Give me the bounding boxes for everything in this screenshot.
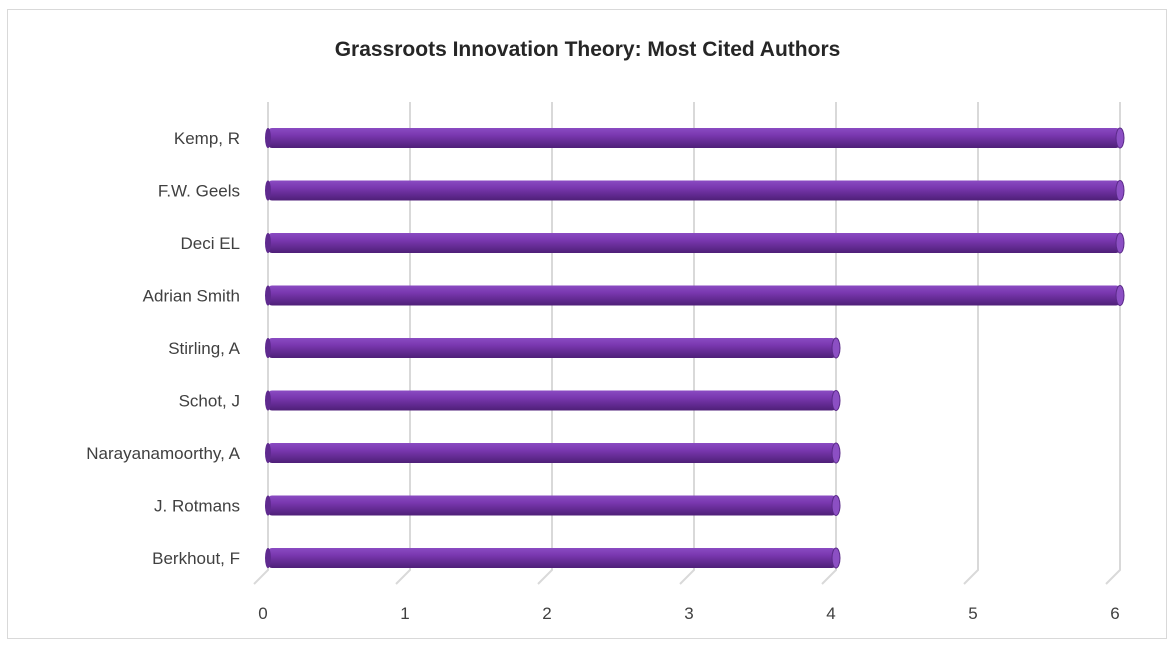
- x-tick-label-2: 2: [542, 604, 551, 623]
- gridline-2: [537, 102, 553, 585]
- category-label-3: Adrian Smith: [143, 287, 240, 306]
- x-tick-label-4: 4: [826, 604, 835, 623]
- bar-5: [265, 390, 841, 411]
- x-tick-label-3: 3: [684, 604, 693, 623]
- bar-8: [265, 547, 841, 569]
- x-tick-label-5: 5: [968, 604, 977, 623]
- bar-3: [265, 285, 1125, 306]
- x-tick-label-1: 1: [400, 604, 409, 623]
- chart-title: Grassroots Innovation Theory: Most Cited…: [334, 38, 841, 61]
- category-label-1: F.W. Geels: [158, 182, 240, 201]
- category-label-4: Stirling, A: [168, 339, 240, 358]
- category-label-8: Berkhout, F: [152, 549, 240, 568]
- category-label-6: Narayanamoorthy, A: [86, 444, 240, 463]
- bar-6: [265, 442, 841, 464]
- bar-2: [265, 232, 1125, 254]
- bar-7: [265, 495, 841, 516]
- gridline-3: [679, 102, 695, 585]
- gridline-4: [821, 102, 837, 585]
- bar-0: [265, 127, 1125, 149]
- x-tick-label-0: 0: [258, 604, 267, 623]
- bar-4: [265, 337, 841, 359]
- bar-1: [265, 180, 1125, 201]
- gridline-6: [1105, 102, 1121, 585]
- gridline-0: [253, 102, 269, 585]
- category-label-0: Kemp, R: [174, 129, 240, 148]
- gridline-5: [963, 102, 979, 585]
- category-label-2: Deci EL: [180, 234, 240, 253]
- category-label-7: J. Rotmans: [154, 497, 240, 516]
- category-label-5: Schot, J: [179, 392, 240, 411]
- x-tick-label-6: 6: [1110, 604, 1119, 623]
- chart-frame: [7, 9, 1167, 639]
- gridline-1: [395, 102, 411, 585]
